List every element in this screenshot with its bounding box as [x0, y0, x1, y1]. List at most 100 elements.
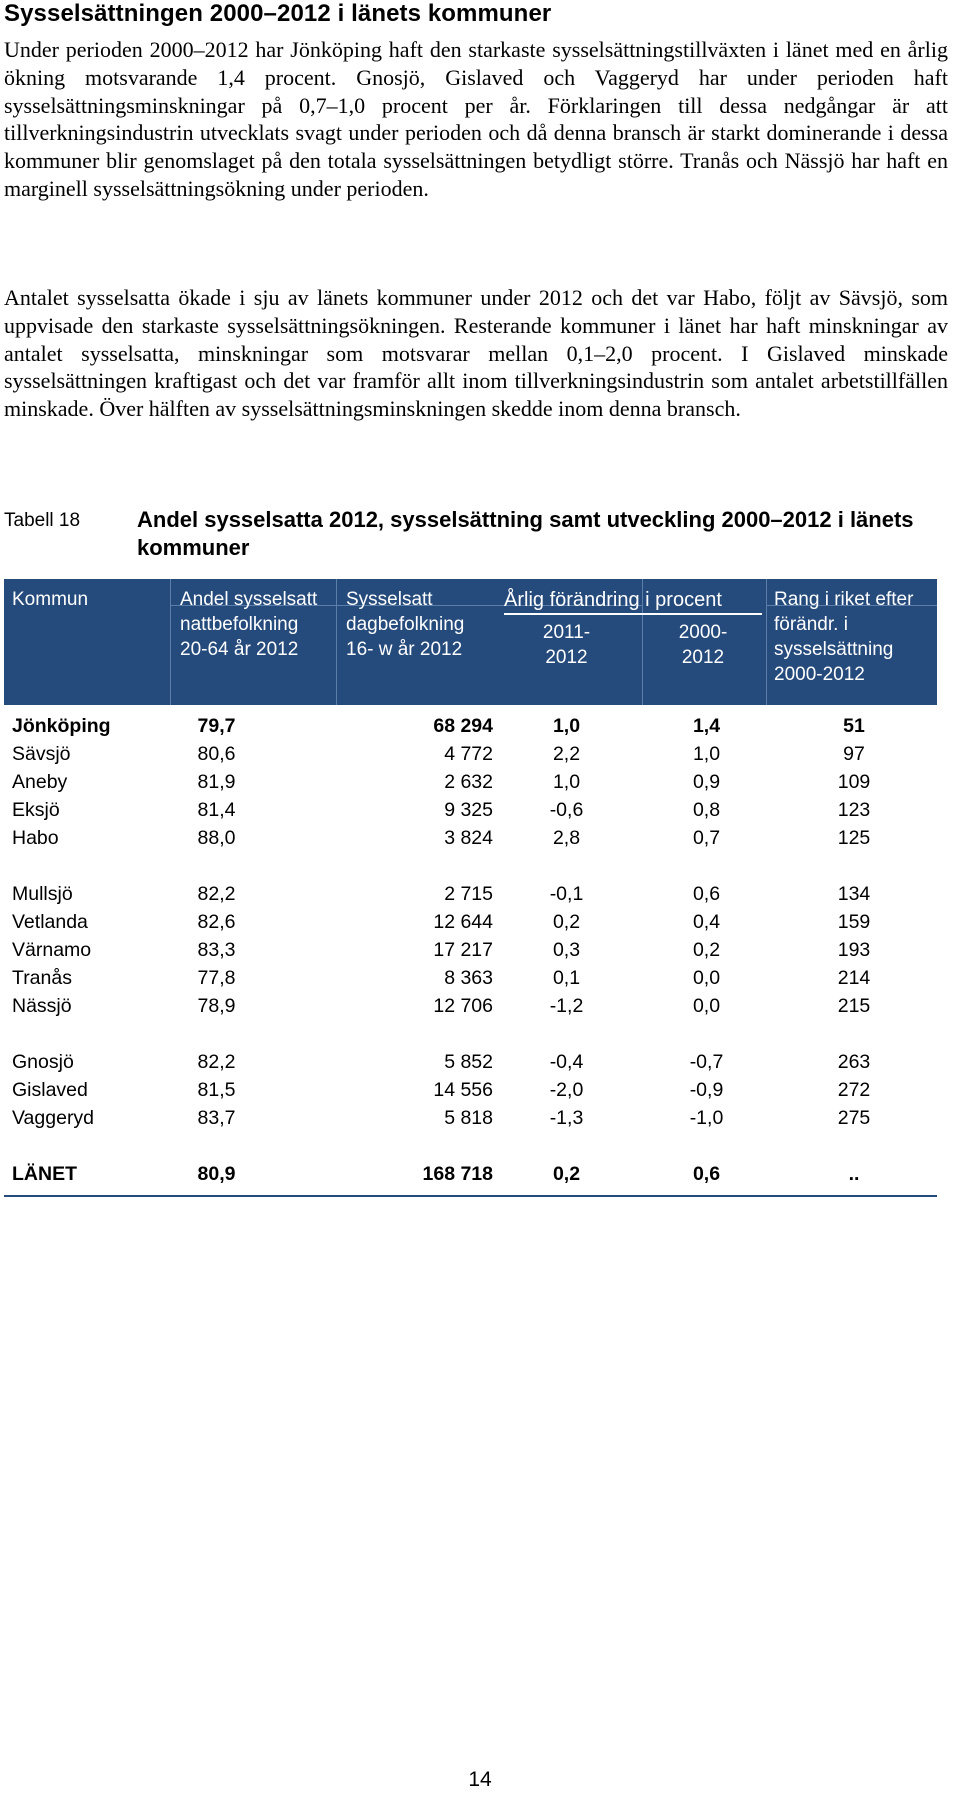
table-row: Tranås 77,8 8 363 0,1 0,0 214	[4, 964, 937, 992]
cell-rang: 193	[837, 939, 871, 961]
cell-sysselsatt: 5 852	[444, 1051, 493, 1073]
cell-andel: 80,6	[197, 743, 236, 765]
cell-forandring-2011-2012: -0,6	[549, 799, 584, 821]
column-header-andel: Andel sysselsatt nattbefolkning 20-64 år…	[180, 589, 318, 660]
cell-forandring-2000-2012: 0,4	[692, 911, 721, 933]
table-row: Mullsjö 82,2 2 715 -0,1 0,6 134	[4, 880, 937, 908]
cell-sysselsatt: 8 363	[444, 967, 493, 989]
cell-rang: 97	[843, 743, 865, 765]
cell-andel: 82,6	[197, 911, 236, 933]
cell-kommun: Jönköping	[12, 715, 111, 737]
cell-forandring-2000-2012: 1,0	[692, 743, 721, 765]
cell-forandring-2011-2012: -1,3	[549, 1107, 584, 1129]
cell-kommun: Aneby	[12, 771, 68, 793]
cell-rang: ..	[848, 1163, 860, 1185]
cell-rang: 123	[837, 799, 871, 821]
cell-kommun: Tranås	[12, 967, 72, 989]
cell-rang: 275	[837, 1107, 871, 1129]
cell-sysselsatt: 168 718	[422, 1163, 494, 1185]
table-label: Tabell 18	[4, 510, 81, 531]
column-header-rang: Rang i riket efter förändr. i sysselsätt…	[774, 589, 914, 685]
table-row: Gnosjö 82,2 5 852 -0,4 -0,7 263	[4, 1048, 937, 1076]
section-heading: Sysselsättningen 2000–2012 i länets komm…	[4, 0, 552, 27]
cell-andel: 81,5	[197, 1079, 236, 1101]
table-row: Nässjö 78,9 12 706 -1,2 0,0 215	[4, 992, 937, 1020]
body-paragraph: Under perioden 2000–2012 har Jönköping h…	[4, 37, 948, 201]
cell-rang: 272	[837, 1079, 871, 1101]
cell-forandring-2011-2012: -2,0	[549, 1079, 584, 1101]
table-caption: Andel sysselsatta 2012, sysselsättning s…	[137, 507, 914, 560]
table-row-total: LÄNET 80,9 168 718 0,2 0,6 ..	[4, 1160, 937, 1188]
column-header-period-2000-2012: 2000- 2012	[678, 622, 728, 668]
cell-kommun: Vetlanda	[12, 911, 88, 933]
column-header-arlig-forandring: Årlig förändring i procent	[504, 589, 722, 611]
cell-forandring-2011-2012: 1,0	[552, 715, 581, 737]
cell-forandring-2000-2012: 0,8	[692, 799, 721, 821]
cell-sysselsatt: 17 217	[433, 939, 493, 961]
cell-andel: 79,7	[197, 715, 236, 737]
cell-andel: 88,0	[197, 827, 236, 849]
cell-kommun: Gislaved	[12, 1079, 88, 1101]
cell-forandring-2000-2012: 0,6	[692, 883, 721, 905]
cell-forandring-2011-2012: 0,1	[552, 967, 581, 989]
cell-rang: 263	[837, 1051, 871, 1073]
column-header-sysselsatt: Sysselsatt dagbefolkning 16- w år 2012	[346, 589, 465, 660]
cell-rang: 159	[837, 911, 871, 933]
body-paragraph: Antalet sysselsatta ökade i sju av länet…	[4, 285, 948, 422]
table-row: Aneby 81,9 2 632 1,0 0,9 109	[4, 768, 937, 796]
cell-rang: 134	[837, 883, 871, 905]
cell-sysselsatt: 5 818	[444, 1107, 493, 1129]
cell-forandring-2000-2012: 0,0	[692, 967, 721, 989]
cell-andel: 83,7	[197, 1107, 236, 1129]
cell-andel: 83,3	[197, 939, 236, 961]
table-bottom-rule	[4, 1195, 937, 1197]
cell-forandring-2011-2012: 0,3	[552, 939, 581, 961]
cell-sysselsatt: 4 772	[444, 743, 493, 765]
cell-andel: 80,9	[197, 1163, 236, 1185]
cell-sysselsatt: 3 824	[444, 827, 493, 849]
cell-sysselsatt: 68 294	[433, 715, 493, 737]
cell-forandring-2000-2012: 0,7	[692, 827, 721, 849]
cell-forandring-2011-2012: 0,2	[552, 1163, 581, 1185]
cell-sysselsatt: 12 644	[433, 911, 493, 933]
cell-rang: 109	[837, 771, 871, 793]
cell-forandring-2000-2012: 0,9	[692, 771, 721, 793]
cell-forandring-2000-2012: -0,9	[689, 1079, 724, 1101]
cell-kommun: Vaggeryd	[12, 1107, 95, 1129]
table-row: Sävsjö 80,6 4 772 2,2 1,0 97	[4, 740, 937, 768]
column-header-period-2011-2012: 2011- 2012	[542, 622, 591, 668]
table-row: Värnamo 83,3 17 217 0,3 0,2 193	[4, 936, 937, 964]
table-row: Jönköping 79,7 68 294 1,0 1,4 51	[4, 712, 937, 740]
cell-kommun: Gnosjö	[12, 1051, 74, 1073]
table-row: Vaggeryd 83,7 5 818 -1,3 -1,0 275	[4, 1104, 937, 1132]
cell-andel: 77,8	[197, 967, 236, 989]
cell-andel: 81,4	[197, 799, 236, 821]
cell-kommun: Habo	[12, 827, 59, 849]
cell-forandring-2000-2012: 0,0	[692, 995, 721, 1017]
cell-forandring-2000-2012: -1,0	[689, 1107, 724, 1129]
cell-kommun: LÄNET	[12, 1163, 77, 1185]
table-header: Kommun Andel sysselsatt nattbefolkning 2…	[4, 579, 937, 705]
table-row: Vetlanda 82,6 12 644 0,2 0,4 159	[4, 908, 937, 936]
cell-sysselsatt: 12 706	[433, 995, 493, 1017]
cell-forandring-2011-2012: -1,2	[549, 995, 584, 1017]
cell-forandring-2011-2012: -0,4	[549, 1051, 584, 1073]
cell-andel: 81,9	[197, 771, 236, 793]
cell-rang: 215	[837, 995, 871, 1017]
cell-rang: 125	[837, 827, 871, 849]
cell-forandring-2011-2012: -0,1	[549, 883, 584, 905]
cell-kommun: Eksjö	[12, 799, 60, 821]
cell-forandring-2000-2012: 1,4	[692, 715, 721, 737]
cell-kommun: Mullsjö	[12, 883, 73, 905]
column-header-kommun: Kommun	[12, 589, 89, 610]
table-row: Habo 88,0 3 824 2,8 0,7 125	[4, 824, 937, 852]
cell-forandring-2011-2012: 2,8	[552, 827, 581, 849]
cell-kommun: Nässjö	[12, 995, 72, 1017]
cell-sysselsatt: 9 325	[444, 799, 493, 821]
table-row: Gislaved 81,5 14 556 -2,0 -0,9 272	[4, 1076, 937, 1104]
cell-kommun: Värnamo	[12, 939, 92, 961]
cell-forandring-2000-2012: 0,6	[692, 1163, 721, 1185]
cell-forandring-2011-2012: 2,2	[552, 743, 581, 765]
cell-andel: 78,9	[197, 995, 236, 1017]
cell-andel: 82,2	[197, 883, 236, 905]
